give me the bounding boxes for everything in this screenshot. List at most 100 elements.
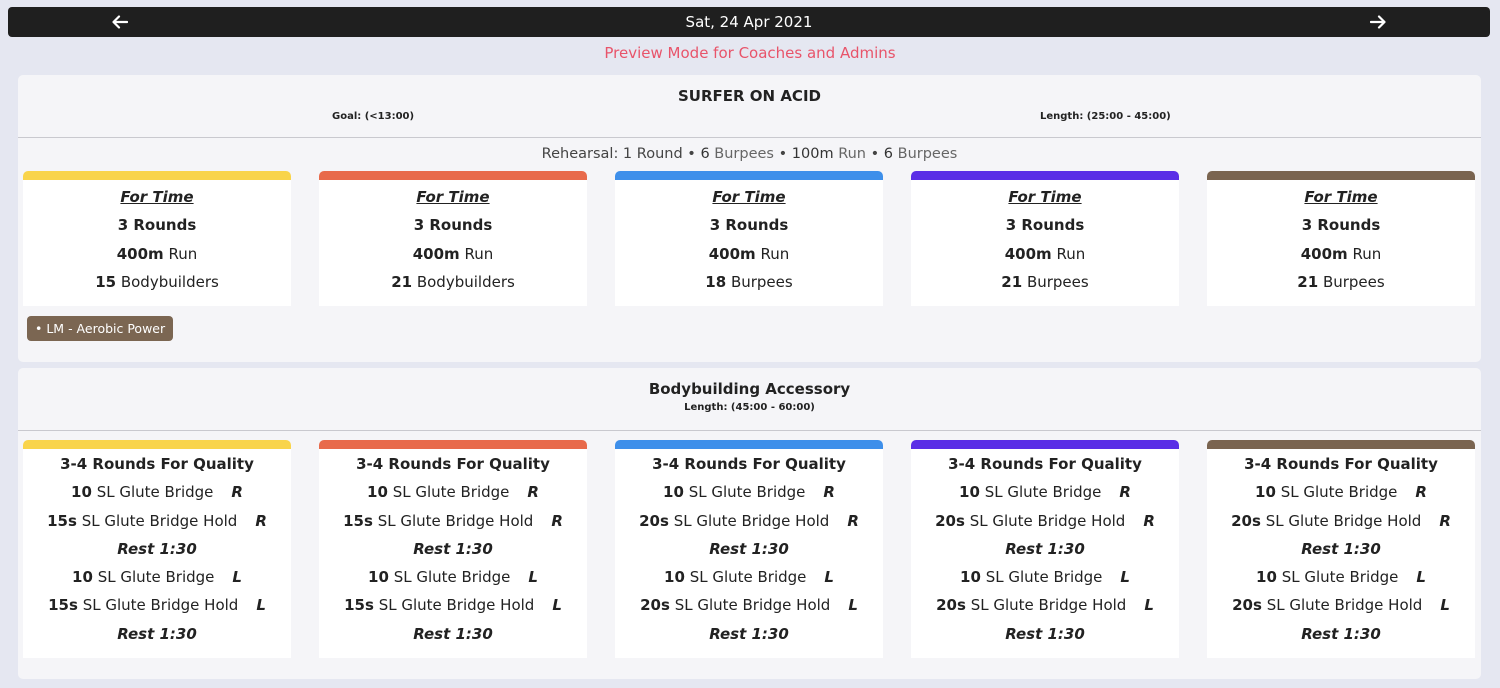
side-indicator: R — [255, 511, 267, 530]
movement-line: 20s SL Glute Bridge Hold R — [1207, 507, 1475, 535]
movement-amount: 10 — [71, 483, 92, 502]
movement-amount: 18 — [705, 272, 727, 291]
rest-line: Rest 1:30 — [709, 539, 789, 558]
movement-line: 20s SL Glute Bridge Hold R — [911, 507, 1179, 535]
movement-amount: 15s — [47, 511, 77, 530]
movement-line: 15s SL Glute Bridge Hold R — [23, 507, 291, 535]
movement-name: Run — [1352, 244, 1382, 263]
movement-line: 400m Run — [615, 240, 883, 268]
movement-line: 10 SL Glute Bridge R — [911, 478, 1179, 506]
movement-name: SL Glute Bridge — [1281, 568, 1399, 587]
side-indicator: R — [527, 483, 539, 502]
workout-title: Bodybuilding Accessory — [648, 380, 851, 398]
movement-name: SL Glute Bridge Hold — [970, 596, 1127, 615]
movement-amount: 20s — [935, 511, 965, 530]
level-card: For Time 3 Rounds 400m Run 21 Bodybuilders — [319, 171, 587, 306]
movement-amount: 15s — [343, 511, 373, 530]
level-card: 3-4 Rounds For Quality 10 SL Glute Bridge… — [615, 440, 883, 658]
rounds-label: 3 Rounds — [1005, 216, 1085, 235]
movement-name: SL Glute Bridge Hold — [969, 511, 1126, 530]
format-label: For Time — [712, 188, 786, 206]
preview-mode-notice: Preview Mode for Coaches and Admins — [604, 44, 896, 62]
workout-length: Length: (45:00 - 60:00) — [684, 402, 815, 413]
movement-name: Run — [168, 244, 198, 263]
movement-name: Bodybuilders — [416, 272, 515, 291]
rehearsal-line: Rehearsal: 1 Round • 6 Burpees • 100m Ru… — [541, 146, 958, 162]
movement-line: 10 SL Glute Bridge R — [1207, 478, 1475, 506]
tag-badge[interactable]: • LM - Aerobic Power — [27, 316, 174, 341]
movement-amount: 10 — [1256, 568, 1277, 587]
movement-amount: 20s — [936, 596, 966, 615]
rounds-label: 3 Rounds — [413, 216, 493, 235]
workout-format: 3-4 Rounds For Quality — [60, 455, 254, 473]
rest-line: Rest 1:30 — [413, 539, 493, 558]
movement-line: 10 SL Glute Bridge L — [1207, 563, 1475, 591]
level-color-stripe — [1207, 440, 1475, 449]
movement-amount: 15 — [95, 272, 117, 291]
movement-amount: 10 — [959, 483, 980, 502]
movement-name: SL Glute Bridge — [1280, 483, 1398, 502]
movement-line: 18 Burpees — [615, 268, 883, 296]
movement-line: 400m Run — [319, 240, 587, 268]
workout-format: 3-4 Rounds For Quality — [948, 455, 1142, 473]
movement-line: 10 SL Glute Bridge L — [319, 563, 587, 591]
movement-amount: 10 — [367, 483, 388, 502]
movement-amount: 20s — [640, 596, 670, 615]
workout-panel-bodybuilding-accessory: Bodybuilding Accessory Length: (45:00 - … — [18, 368, 1481, 679]
previous-day-button[interactable] — [100, 7, 140, 37]
rest-line: Rest 1:30 — [117, 624, 197, 643]
movement-name: SL Glute Bridge Hold — [1266, 596, 1423, 615]
movement-amount: 400m — [412, 244, 460, 263]
format-label: For Time — [416, 188, 490, 206]
level-card: 3-4 Rounds For Quality 10 SL Glute Bridge… — [1207, 440, 1475, 658]
rounds-label: 3 Rounds — [1301, 216, 1381, 235]
movement-amount: 10 — [663, 483, 684, 502]
movement-name: SL Glute Bridge Hold — [81, 511, 238, 530]
movement-amount: 10 — [960, 568, 981, 587]
level-color-stripe — [1207, 171, 1475, 180]
level-color-stripe — [615, 440, 883, 449]
workout-card-row: 3-4 Rounds For Quality 10 SL Glute Bridge… — [23, 440, 1475, 658]
level-color-stripe — [23, 171, 291, 180]
movement-name: SL Glute Bridge Hold — [377, 511, 534, 530]
level-card: For Time 3 Rounds 400m Run 15 Bodybuilders — [23, 171, 291, 306]
movement-amount: 21 — [1001, 272, 1023, 291]
movement-line: 10 SL Glute Bridge R — [319, 478, 587, 506]
movement-amount: 21 — [391, 272, 413, 291]
level-card: 3-4 Rounds For Quality 10 SL Glute Bridge… — [319, 440, 587, 658]
movement-name: SL Glute Bridge — [96, 483, 214, 502]
movement-amount: 10 — [664, 568, 685, 587]
side-indicator: L — [848, 596, 858, 615]
workout-panel-surfer-on-acid: SURFER ON ACID Goal: (<13:00) Length: (2… — [18, 75, 1481, 362]
date-navigation-bar: Sat, 24 Apr 2021 — [8, 7, 1490, 37]
side-indicator: L — [1440, 596, 1450, 615]
side-indicator: R — [847, 511, 859, 530]
movement-name: SL Glute Bridge — [393, 568, 511, 587]
workout-format: For Time — [615, 183, 883, 211]
level-color-stripe — [911, 171, 1179, 180]
workout-header: Bodybuilding Accessory Length: (45:00 - … — [18, 368, 1481, 431]
movement-name: Run — [1056, 244, 1086, 263]
movement-amount: 400m — [1004, 244, 1052, 263]
workout-format: For Time — [23, 183, 291, 211]
side-indicator: L — [232, 568, 242, 587]
format-label: For Time — [120, 188, 194, 206]
rounds-label: 3 Rounds — [117, 216, 197, 235]
movement-name: SL Glute Bridge Hold — [82, 596, 239, 615]
arrow-right-icon — [1370, 15, 1386, 29]
rest-line: Rest 1:30 — [1301, 624, 1381, 643]
movement-line: 10 SL Glute Bridge L — [23, 563, 291, 591]
movement-line: 20s SL Glute Bridge Hold L — [1207, 591, 1475, 619]
workout-format: For Time — [1207, 183, 1475, 211]
movement-amount: 20s — [1232, 596, 1262, 615]
workout-header: SURFER ON ACID Goal: (<13:00) Length: (2… — [18, 75, 1481, 138]
level-card: For Time 3 Rounds 400m Run 18 Burpees — [615, 171, 883, 306]
movement-amount: 20s — [639, 511, 669, 530]
workout-length: Length: (25:00 - 45:00) — [1040, 111, 1171, 122]
workout-format: 3-4 Rounds For Quality — [356, 455, 550, 473]
movement-line: 20s SL Glute Bridge Hold R — [615, 507, 883, 535]
movement-amount: 10 — [1255, 483, 1276, 502]
next-day-button[interactable] — [1358, 7, 1398, 37]
rest-line: Rest 1:30 — [1005, 539, 1085, 558]
movement-amount: 15s — [344, 596, 374, 615]
